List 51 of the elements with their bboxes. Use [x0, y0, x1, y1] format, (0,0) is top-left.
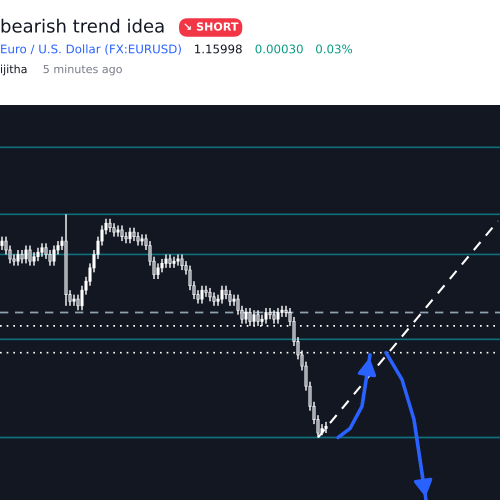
candlestick	[156, 262, 160, 280]
candlestick	[20, 249, 24, 264]
candlestick	[108, 218, 112, 233]
text: ijitha	[1, 64, 26, 76]
candlestick	[32, 252, 36, 266]
candlestick	[276, 307, 280, 324]
candlestick	[128, 226, 132, 244]
candlestick	[8, 244, 12, 264]
candlestick	[116, 224, 120, 238]
candlestick	[48, 249, 52, 266]
text: 5 minutes ago	[44, 64, 122, 76]
candlestick	[132, 226, 136, 242]
candlestick	[208, 287, 212, 302]
candlestick	[12, 254, 16, 266]
candlestick	[188, 264, 192, 291]
text: 0.00030	[256, 44, 303, 54]
candlestick	[40, 242, 44, 258]
candlestick	[228, 289, 232, 306]
candlestick	[4, 236, 8, 256]
candlestick	[280, 305, 284, 318]
candlestick	[324, 421, 328, 434]
candlestick	[204, 285, 208, 298]
candlestick	[16, 249, 20, 266]
chart-subtitle: Euro / U.S. Dollar (FX:EURUSD)	[1, 44, 181, 55]
text: 0.03%	[316, 44, 352, 54]
candlestick	[220, 285, 224, 304]
candlestick	[212, 292, 216, 306]
candlestick	[196, 289, 200, 304]
candlestick	[112, 222, 116, 238]
candlestick	[176, 254, 180, 266]
candlestick	[36, 247, 40, 262]
chart-title: bearish trend idea	[2, 18, 164, 33]
candlestick	[264, 307, 268, 324]
candlestick	[80, 285, 84, 311]
candlestick	[168, 254, 172, 269]
candlestick	[180, 254, 184, 271]
candlestick	[224, 285, 228, 300]
candlestick	[160, 258, 164, 274]
candlestick	[140, 234, 144, 246]
candlestick	[28, 244, 32, 266]
candlestick	[44, 242, 48, 260]
candlestick	[164, 254, 168, 269]
candlestick	[0, 236, 4, 251]
text: ↘ SHORT	[184, 22, 238, 31]
candlestick	[120, 224, 124, 242]
candlestick	[200, 285, 204, 304]
text: 1.15998	[195, 44, 242, 54]
candlestick	[24, 244, 28, 264]
candlestick	[52, 244, 56, 266]
candlestick	[244, 307, 248, 324]
candlestick	[136, 231, 140, 246]
